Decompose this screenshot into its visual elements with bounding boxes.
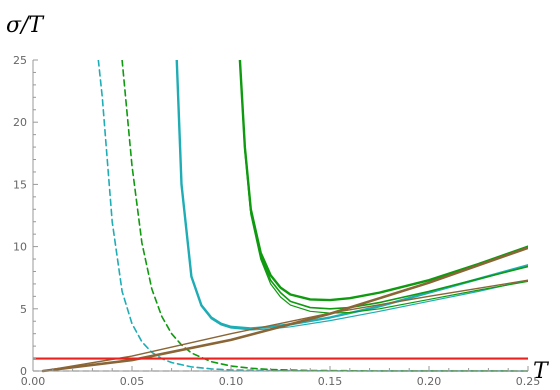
x-tick-label: 0.25	[516, 375, 541, 388]
series-line-2	[121, 60, 528, 372]
series-line-7	[239, 60, 528, 310]
x-tick-label: 0.05	[120, 375, 145, 388]
y-tick-label: 25	[13, 54, 27, 67]
x-axis-title: T	[533, 359, 550, 384]
y-tick-label: 10	[13, 241, 27, 254]
y-axis-title: σ/T	[6, 13, 45, 38]
series-line-1	[97, 60, 528, 372]
y-tick-label: 20	[13, 116, 27, 129]
x-tick-label: 0.00	[21, 375, 46, 388]
series-layer	[33, 60, 528, 373]
y-tick-label: 5	[20, 303, 27, 316]
axes-layer: 0.00 0.05 0.10 0.15 0.20 0.25 0 5 10 15 20 25	[13, 54, 540, 388]
y-tick-label: 0	[20, 365, 27, 378]
x-tick-label: 0.20	[417, 375, 442, 388]
y-tick-label: 15	[13, 178, 27, 191]
x-tick-label: 0.10	[219, 375, 244, 388]
series-line-8	[239, 60, 528, 314]
series-line-9	[41, 246, 528, 373]
x-tick-label: 0.15	[318, 375, 343, 388]
